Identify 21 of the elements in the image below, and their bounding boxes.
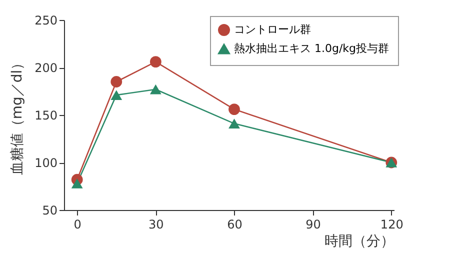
y-axis-title: 血糖値（mg／dl） [10,56,26,176]
y-tick-label: 150 [34,108,58,122]
y-tick-label: 50 [42,204,58,218]
x-axis-title: 時間（分） [324,234,394,250]
y-tick-label: 250 [34,14,58,28]
point [110,90,122,100]
point [228,104,240,115]
y-tick-label: 200 [34,61,58,75]
legend-label: コントロール群 [234,23,311,36]
x-tick-label: 120 [380,218,404,232]
y-tick-label: 100 [34,156,58,170]
x-tick-label: 60 [227,218,242,232]
point [110,76,122,88]
legend-label: 熱水抽出エキス 1.0g/kg投与群 [234,42,390,55]
point [71,178,83,188]
point [150,84,162,94]
x-tick-label: 0 [74,218,82,232]
x-tick-label: 90 [306,218,321,232]
point [228,118,240,128]
point [150,56,162,68]
x-tick-label: 30 [148,218,164,232]
